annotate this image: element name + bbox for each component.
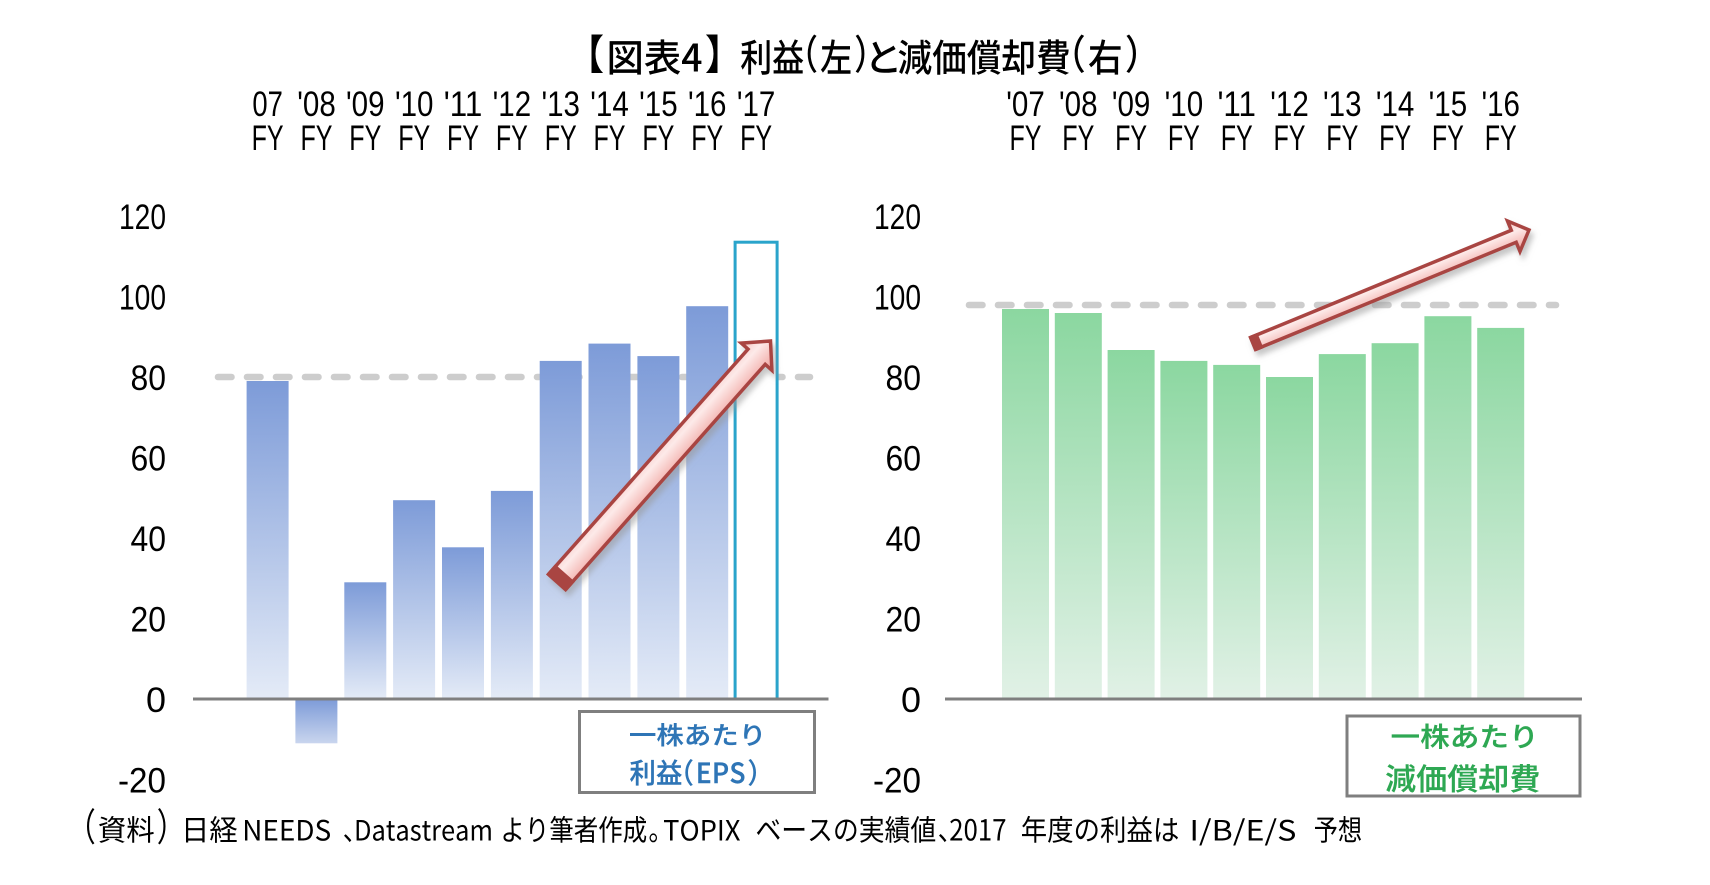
svg-text:-20: -20 — [118, 761, 166, 800]
svg-text:'14: '14 — [1376, 85, 1415, 124]
svg-text:60: 60 — [131, 439, 167, 478]
svg-text:-20: -20 — [873, 761, 921, 800]
svg-text:FY: FY — [1115, 119, 1147, 158]
svg-text:FY: FY — [691, 119, 723, 158]
svg-text:'08: '08 — [297, 85, 336, 124]
svg-text:'07: '07 — [1006, 85, 1045, 124]
svg-text:'15: '15 — [639, 85, 678, 124]
svg-text:FY: FY — [1010, 119, 1042, 158]
svg-text:FY: FY — [545, 119, 577, 158]
svg-text:'08: '08 — [1059, 85, 1098, 124]
svg-text:'16: '16 — [688, 85, 727, 124]
svg-text:120: 120 — [119, 198, 166, 237]
svg-text:'11: '11 — [1217, 85, 1256, 124]
svg-text:0: 0 — [146, 681, 166, 720]
svg-text:'13: '13 — [1323, 85, 1362, 124]
svg-text:07: 07 — [252, 85, 283, 124]
svg-text:FY: FY — [1432, 119, 1464, 158]
svg-text:FY: FY — [740, 119, 772, 158]
svg-text:FY: FY — [1221, 119, 1253, 158]
svg-text:FY: FY — [447, 119, 479, 158]
svg-text:20: 20 — [131, 600, 167, 639]
svg-text:'11: '11 — [444, 85, 483, 124]
svg-text:'10: '10 — [395, 85, 434, 124]
svg-text:FY: FY — [594, 119, 626, 158]
svg-text:FY: FY — [1326, 119, 1358, 158]
svg-text:0: 0 — [901, 681, 921, 720]
svg-text:FY: FY — [496, 119, 528, 158]
svg-text:FY: FY — [642, 119, 674, 158]
svg-text:40: 40 — [131, 520, 167, 559]
svg-text:'10: '10 — [1165, 85, 1204, 124]
svg-text:FY: FY — [398, 119, 430, 158]
svg-text:FY: FY — [1485, 119, 1517, 158]
svg-text:FY: FY — [1379, 119, 1411, 158]
svg-text:'14: '14 — [590, 85, 629, 124]
svg-text:FY: FY — [1168, 119, 1200, 158]
svg-text:FY: FY — [301, 119, 333, 158]
svg-text:'09: '09 — [1112, 85, 1151, 124]
svg-text:FY: FY — [1062, 119, 1094, 158]
svg-text:60: 60 — [886, 439, 922, 478]
svg-text:80: 80 — [886, 359, 922, 398]
svg-text:'13: '13 — [541, 85, 580, 124]
svg-text:FY: FY — [349, 119, 381, 158]
svg-text:'12: '12 — [493, 85, 532, 124]
svg-text:20: 20 — [886, 600, 922, 639]
svg-text:FY: FY — [252, 119, 284, 158]
svg-text:40: 40 — [886, 520, 922, 559]
svg-text:100: 100 — [119, 278, 166, 317]
svg-text:'17: '17 — [737, 85, 776, 124]
svg-text:'16: '16 — [1481, 85, 1520, 124]
svg-text:100: 100 — [874, 278, 921, 317]
svg-text:'09: '09 — [346, 85, 385, 124]
svg-text:'12: '12 — [1270, 85, 1309, 124]
svg-text:80: 80 — [131, 359, 167, 398]
svg-text:'15: '15 — [1429, 85, 1468, 124]
svg-text:120: 120 — [874, 198, 921, 237]
svg-text:FY: FY — [1274, 119, 1306, 158]
